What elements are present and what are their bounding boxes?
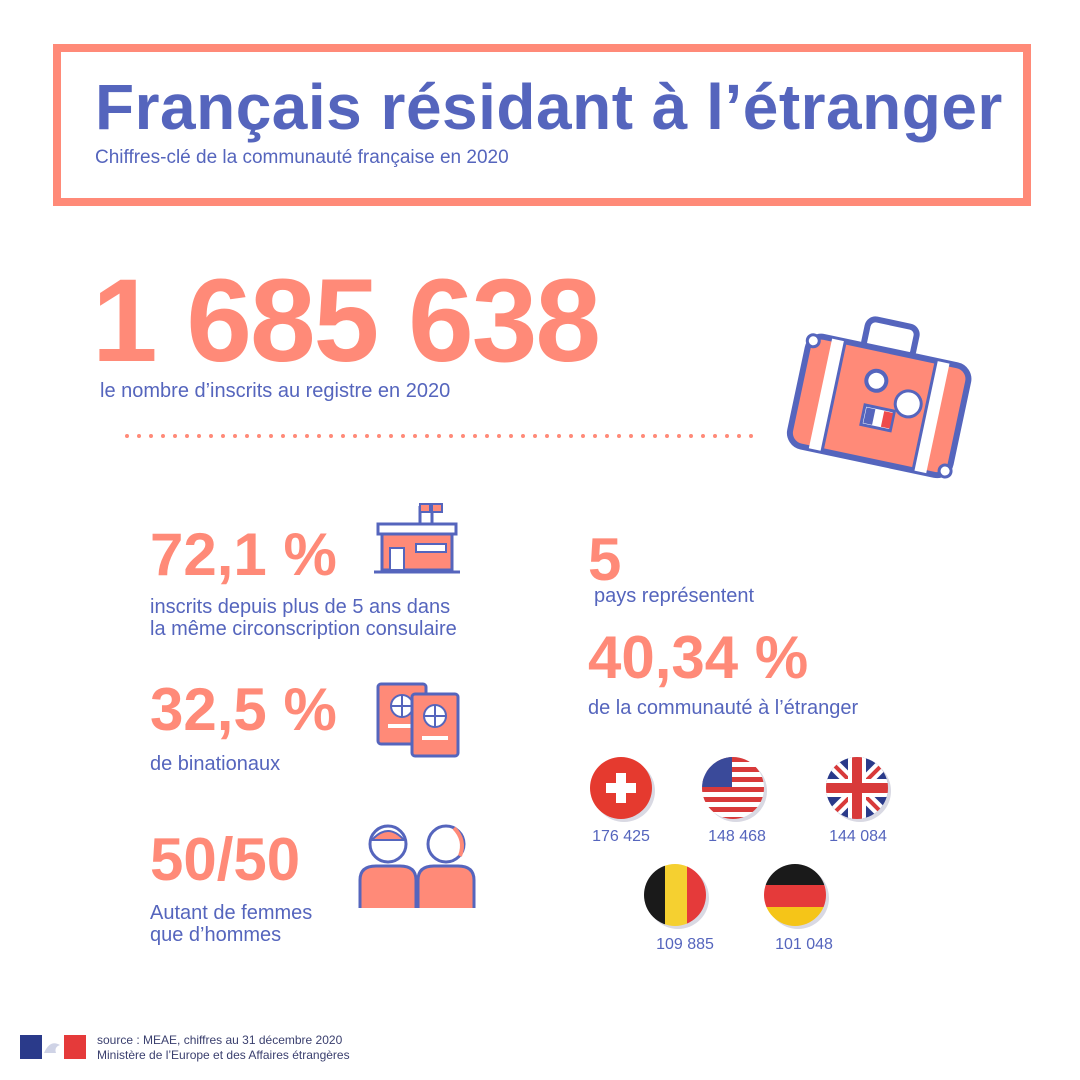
switzerland-count: 176 425	[592, 828, 650, 845]
germany-flag-icon	[764, 864, 829, 929]
footer-ministry: Ministère de l’Europe et des Affaires ét…	[97, 1048, 350, 1062]
registered-count-label: le nombre d’inscrits au registre en 2020	[100, 380, 451, 402]
countries-share-label: de la communauté à l’étranger	[588, 697, 859, 719]
stat-binational-label: de binationaux	[150, 753, 281, 775]
passports-icon	[376, 682, 460, 758]
registered-count: 1 685 638	[92, 255, 601, 387]
uk-count: 144 084	[829, 828, 887, 845]
marianne-logo-icon	[20, 1035, 86, 1059]
page-subtitle: Chiffres-clé de la communauté française …	[95, 147, 509, 168]
usa-flag-icon	[702, 757, 767, 822]
stat-gender-label-line2: que d’hommes	[150, 924, 282, 946]
countries-count-label: pays représentent	[594, 585, 755, 607]
countries-count: 5	[588, 526, 622, 593]
belgium-flag-icon	[644, 864, 709, 929]
consulate-building-icon	[374, 503, 460, 574]
germany-count: 101 048	[775, 936, 833, 953]
suitcase-icon	[786, 316, 972, 479]
footer-source: source : MEAE, chiffres au 31 décembre 2…	[97, 1033, 343, 1047]
page-title: Français résidant à l’étranger	[95, 71, 1003, 143]
title-frame	[53, 44, 1031, 206]
stat-gender-label-line1: Autant de femmes	[150, 902, 313, 924]
uk-flag-icon	[826, 757, 891, 822]
switzerland-flag-icon	[590, 757, 655, 822]
countries-share: 40,34 %	[588, 624, 809, 691]
stat-gender-label: Autant de femmes que d’hommes	[150, 902, 312, 946]
stat-consular-label: inscrits depuis plus de 5 ans dans la mê…	[150, 596, 457, 640]
stat-consular-label-line2: la même circonscription consulaire	[150, 618, 457, 640]
stat-consular-value: 72,1 %	[150, 521, 337, 588]
usa-count: 148 468	[708, 828, 766, 845]
belgium-count: 109 885	[656, 936, 714, 953]
people-icon	[358, 824, 476, 908]
dotted-divider	[125, 434, 763, 438]
footer-text: source : MEAE, chiffres au 31 décembre 2…	[97, 1033, 350, 1063]
stat-consular-label-line1: inscrits depuis plus de 5 ans dans	[150, 596, 451, 618]
stat-gender-value: 50/50	[150, 826, 301, 893]
stat-binational-value: 32,5 %	[150, 676, 337, 743]
